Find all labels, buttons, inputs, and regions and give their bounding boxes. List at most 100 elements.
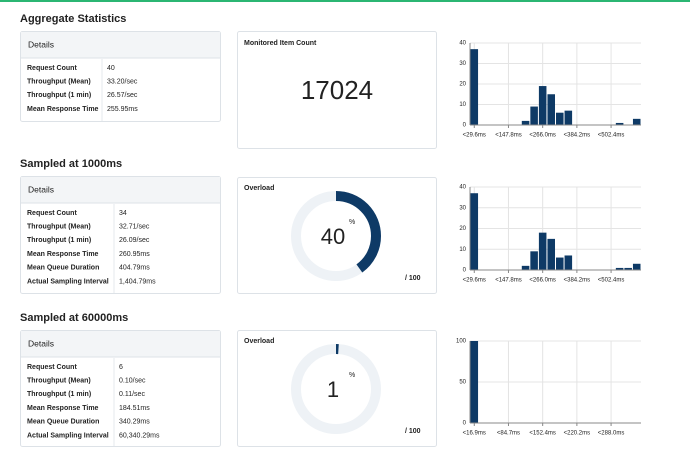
y-tick-label: 20 xyxy=(459,226,466,232)
row-value: 0.10/sec xyxy=(119,378,146,385)
gauge-label: Overload xyxy=(244,185,274,192)
bar xyxy=(556,112,564,125)
x-tick-label: <29.6ms xyxy=(463,278,486,284)
row-value: 60,340.29ms xyxy=(119,432,160,439)
details-header: Details xyxy=(28,39,54,49)
top-bar xyxy=(0,0,690,2)
bar xyxy=(538,232,547,270)
bar xyxy=(615,122,624,125)
x-tick-label: <266.0ms xyxy=(529,133,556,139)
x-tick-label: <152.4ms xyxy=(529,431,556,437)
row-label: Mean Response Time xyxy=(27,405,99,412)
x-tick-label: <16.9ms xyxy=(463,431,486,437)
x-tick-label: <147.8ms xyxy=(495,278,522,284)
gauge-value: 40 xyxy=(321,224,345,249)
bar xyxy=(538,86,547,125)
gauge-unit: % xyxy=(349,219,355,226)
row-value: 255.95ms xyxy=(107,106,138,113)
y-tick-label: 0 xyxy=(463,123,467,129)
bar xyxy=(470,193,479,270)
y-tick-label: 30 xyxy=(459,61,466,67)
metric-value: 17024 xyxy=(301,75,373,105)
x-tick-label: <502.4ms xyxy=(598,278,625,284)
row-label: Throughput (Mean) xyxy=(27,79,91,86)
gauge-value: 1 xyxy=(327,377,339,402)
details-header: Details xyxy=(28,338,54,348)
bar xyxy=(521,265,530,270)
y-tick-label: 10 xyxy=(459,102,466,108)
x-tick-label: <288.0ms xyxy=(598,431,625,437)
y-tick-label: 50 xyxy=(459,380,466,386)
row-value: 404.79ms xyxy=(119,265,150,272)
y-tick-label: 0 xyxy=(463,268,467,274)
row-label: Mean Queue Duration xyxy=(27,419,99,426)
middle-card xyxy=(237,330,437,447)
bar xyxy=(547,238,555,270)
row-value: 26.57/sec xyxy=(107,92,138,99)
x-tick-label: <29.6ms xyxy=(463,133,486,139)
row-value: 34 xyxy=(119,210,127,217)
y-tick-label: 0 xyxy=(463,421,467,427)
section-title: Sampled at 60000ms xyxy=(20,312,128,324)
row-value: 340.29ms xyxy=(119,419,150,426)
row-label: Mean Response Time xyxy=(27,251,99,258)
row-value: 6 xyxy=(119,364,123,371)
bar xyxy=(615,267,624,270)
gauge-unit: % xyxy=(349,372,355,379)
row-label: Throughput (Mean) xyxy=(27,378,91,385)
row-value: 40 xyxy=(107,65,115,72)
row-value: 1,404.79ms xyxy=(119,278,156,285)
row-value: 32.71/sec xyxy=(119,224,150,231)
row-value: 260.95ms xyxy=(119,251,150,258)
gauge-arc xyxy=(291,344,381,434)
metric-label: Monitored Item Count xyxy=(244,40,317,47)
row-label: Request Count xyxy=(27,210,77,217)
y-tick-label: 40 xyxy=(459,41,466,47)
gauge-max: / 100 xyxy=(405,275,421,282)
y-tick-label: 30 xyxy=(459,205,466,211)
row-value: 184.51ms xyxy=(119,405,150,412)
row-label: Throughput (1 min) xyxy=(27,237,91,244)
x-tick-label: <384.2ms xyxy=(564,278,591,284)
y-tick-label: 100 xyxy=(456,339,467,345)
row-label: Throughput (Mean) xyxy=(27,224,91,231)
bar xyxy=(624,267,632,270)
bar xyxy=(530,106,538,125)
y-tick-label: 40 xyxy=(459,185,466,191)
details-header-bg xyxy=(21,177,220,203)
row-label: Mean Response Time xyxy=(27,106,99,113)
bar xyxy=(547,94,555,125)
y-tick-label: 10 xyxy=(459,247,466,253)
bar xyxy=(564,255,573,270)
bar xyxy=(632,118,641,125)
x-tick-label: <266.0ms xyxy=(529,278,556,284)
row-value: 26.09/sec xyxy=(119,237,150,244)
details-header-bg xyxy=(21,331,220,357)
bar xyxy=(470,49,479,125)
gauge-arc xyxy=(291,191,381,281)
row-label: Request Count xyxy=(27,364,77,371)
middle-card xyxy=(237,31,437,149)
row-label: Throughput (1 min) xyxy=(27,391,91,398)
bar xyxy=(530,251,538,270)
middle-card xyxy=(237,177,437,294)
bar xyxy=(632,263,641,270)
details-card xyxy=(20,330,221,447)
gauge-max: / 100 xyxy=(405,428,421,435)
section-title: Aggregate Statistics xyxy=(20,13,126,25)
row-label: Actual Sampling Interval xyxy=(27,432,109,439)
row-label: Actual Sampling Interval xyxy=(27,278,109,285)
details-card xyxy=(20,176,221,294)
x-tick-label: <220.2ms xyxy=(564,431,591,437)
x-tick-label: <84.7ms xyxy=(497,431,520,437)
bar xyxy=(556,257,564,270)
row-label: Mean Queue Duration xyxy=(27,265,99,272)
section-title: Sampled at 1000ms xyxy=(20,158,122,170)
row-value: 33.20/sec xyxy=(107,79,138,86)
y-tick-label: 20 xyxy=(459,82,466,88)
details-header: Details xyxy=(28,184,54,194)
x-tick-label: <502.4ms xyxy=(598,133,625,139)
bar xyxy=(564,110,573,125)
bar xyxy=(521,120,530,125)
